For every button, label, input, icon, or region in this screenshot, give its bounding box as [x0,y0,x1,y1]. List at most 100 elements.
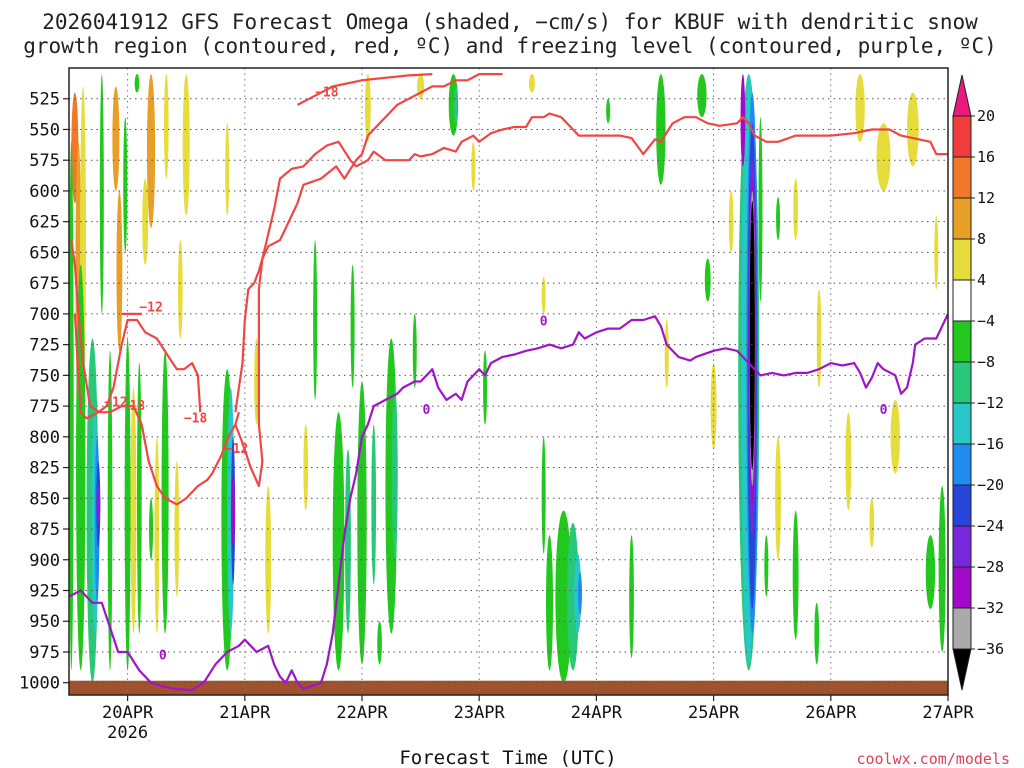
x-tick-sublabel: 2026 [107,723,148,743]
colorbar-swatch [952,525,972,568]
omega-patch [182,74,190,216]
omega-patch [313,240,318,400]
omega-patch [149,498,154,560]
y-axis-ticks: 525 550 575 600 625 650 675 700 725 750 775 800 825 8… [19,90,69,694]
colorbar-label: 8 [977,230,986,248]
colorbar-label: 4 [977,271,986,289]
omega-patch [371,424,377,585]
x-axis-label: Forecast Time (UTC) [399,747,616,768]
colorbar-swatch [952,484,972,527]
omega-patch [855,74,865,142]
colorbar-label: −4 [977,312,995,330]
y-tick-label: 925 [29,582,60,602]
dgz-contour-label: −18 [315,86,339,101]
y-tick-label: 900 [29,551,60,571]
colorbar-label: −8 [977,353,995,371]
ground-layer [69,680,948,695]
omega-patch [130,387,137,634]
x-tick-label: 22APR [336,703,388,723]
dgz-contour [296,73,433,106]
omega-patch [934,215,939,290]
y-tick-label: 675 [29,274,60,294]
colorbar-swatch [952,279,972,322]
omega-patch [96,486,101,523]
y-tick-label: 800 [29,428,60,448]
omega-patch [116,190,123,351]
ground-band [69,680,948,695]
y-tick-label: 875 [29,520,60,540]
dgz-contour [73,313,202,420]
freezing-contour-label: 0 [540,314,548,329]
dgz-contour-label: −12 [225,442,248,457]
y-tick-label: 750 [29,366,60,386]
omega-patch [740,74,746,167]
omega-patch [938,486,946,652]
omega-patch [345,449,351,634]
omega-patch [869,498,875,548]
colorbar-label: −32 [977,599,1004,617]
x-tick-label: 20APR [102,703,154,723]
colorbar-label: −28 [977,558,1004,576]
colorbar-arrow-bottom [952,648,972,691]
x-tick-label: 21APR [219,703,271,723]
colorbar-label: −20 [977,476,1004,494]
omega-patch [357,381,367,665]
y-tick-label: 525 [29,90,60,110]
omega-patch [906,92,919,167]
chart-title-line1: 2026041912 GFS Forecast Omega (shaded, −… [42,10,978,34]
colorbar-label: 16 [977,148,995,166]
colorbar-swatch [952,443,972,486]
omega-patch [728,190,734,253]
omega-patch [816,289,822,388]
colorbar-swatch [952,402,972,445]
y-tick-label: 775 [29,397,60,417]
omega-patch [350,264,355,388]
omega-patch [749,200,755,471]
omega-patch [775,436,781,560]
colorbar-swatch [952,115,972,158]
colorbar-arrow-top [952,74,972,117]
colorbar-label: 12 [977,189,995,207]
dgz-contour [70,239,240,506]
omega-patch [793,178,798,241]
y-tick-label: 950 [29,612,60,632]
omega-patch [925,535,936,609]
omega-patch [555,510,572,683]
dgz-contour [234,112,948,488]
x-tick-label: 24APR [571,703,623,723]
omega-patch [154,436,160,634]
colorbar-swatch [952,197,972,240]
omega-patch [177,240,183,339]
omega-patch [142,178,149,265]
omega-patch [764,535,769,597]
freezing-contour-label: 0 [423,403,431,418]
chart-title-line2: growth region (contoured, red, ºC) and f… [23,34,997,58]
y-tick-label: 725 [29,336,60,356]
omega-patch [231,473,236,548]
omega-patch [146,74,156,228]
colorbar-swatch [952,566,972,609]
omega-patch [161,350,169,634]
y-tick-label: 975 [29,643,60,663]
colorbar-label: −12 [977,394,1004,412]
y-tick-label: 850 [29,489,60,509]
grid-lines [69,68,949,695]
colorbar-swatch [952,361,972,404]
credit-text: coolwx.com/models [856,750,1010,768]
omega-patch [471,141,476,191]
omega-patch [664,320,669,388]
omega-patch [453,86,458,124]
omega-patch [364,74,371,142]
omega-patch [136,363,142,634]
omega-patch [758,117,763,302]
y-tick-label: 625 [29,213,60,233]
omega-patch [541,436,546,554]
dgz-contour-label: −18 [122,399,146,414]
omega-patch [776,197,781,241]
x-tick-label: 25APR [688,703,740,723]
omega-patch [391,387,398,560]
y-tick-label: 575 [29,151,60,171]
colorbar-swatch [952,607,972,650]
omega-patch [112,86,120,191]
